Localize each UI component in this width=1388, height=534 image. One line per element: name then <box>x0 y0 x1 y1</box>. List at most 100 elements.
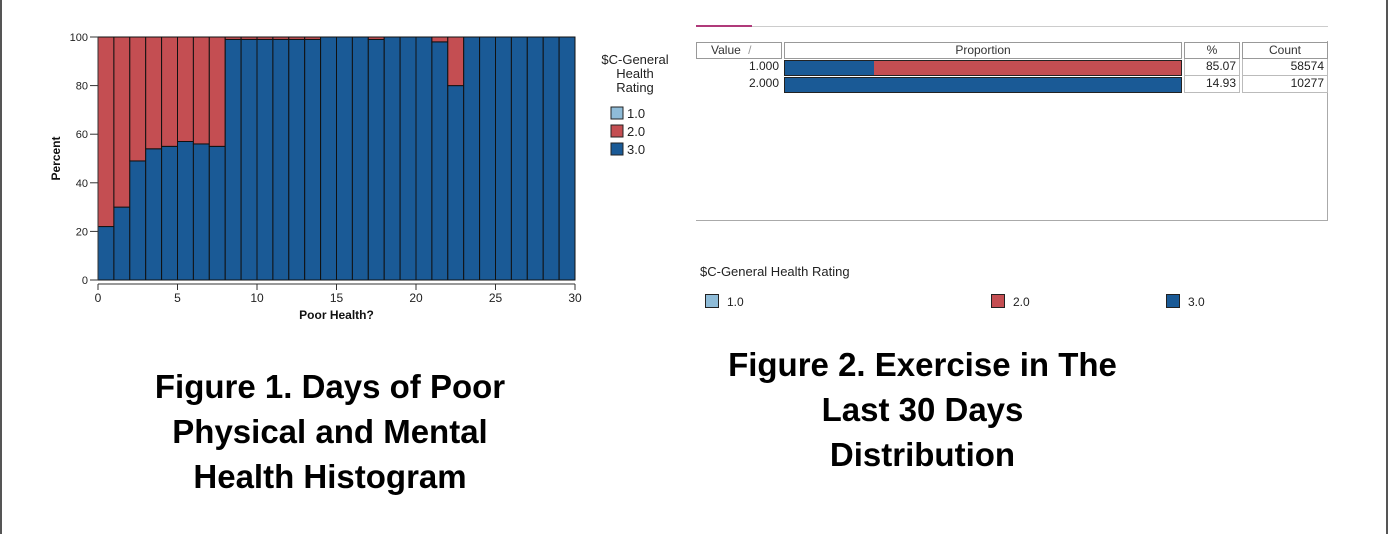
bar-segment <box>526 36 544 281</box>
proportion-bar <box>784 77 1182 93</box>
legend-swatch <box>1166 294 1180 308</box>
column-header-proportion[interactable]: Proportion <box>784 42 1182 59</box>
bar-segment <box>431 36 449 43</box>
bar-segment <box>463 36 481 281</box>
bar-segment <box>224 38 242 281</box>
y-tick-label: 20 <box>76 226 88 238</box>
x-tick-label: 25 <box>489 291 503 305</box>
legend-swatch <box>610 142 624 156</box>
y-tick-label: 60 <box>76 129 88 141</box>
bar-segment <box>320 36 338 281</box>
table-cell-count: 58574 <box>1242 59 1328 76</box>
bar-segment <box>161 36 178 147</box>
bar-segment <box>272 36 290 40</box>
x-tick-label: 0 <box>95 291 102 305</box>
bar-segment <box>336 36 353 281</box>
x-tick-label: 15 <box>330 291 344 305</box>
bar-segment <box>113 36 131 208</box>
histogram-chart: 0 20 40 60 80 100 0 5 10 15 20 25 30 Poor Health? Perc… <box>49 32 669 322</box>
x-tick-label: 30 <box>568 291 582 305</box>
legend-swatch <box>610 124 624 138</box>
table-cell-percent: 14.93 <box>1184 76 1240 93</box>
bar-segment <box>431 41 449 281</box>
column-header-label: Value <box>711 43 741 57</box>
bar-segment <box>304 38 322 281</box>
proportion-segment <box>785 78 1181 92</box>
distribution-table-frame <box>696 41 1328 221</box>
figure2-caption-line: Figure 2. Exercise in The <box>728 346 1117 383</box>
bar-segment <box>224 36 242 40</box>
legend-swatch <box>991 294 1005 308</box>
y-tick-label: 100 <box>70 32 88 44</box>
proportion-segment <box>874 61 1181 75</box>
legend-title-line: Rating <box>616 80 654 95</box>
frame-left-border <box>0 0 2 534</box>
legend-title-line: Health <box>616 66 654 81</box>
bar-segment <box>256 36 274 40</box>
bar-segment <box>177 140 194 281</box>
frame-right-border <box>1386 0 1388 534</box>
y-axis-label: Percent <box>49 136 63 180</box>
proportion-segment <box>785 61 875 75</box>
bar-segment <box>351 36 369 281</box>
legend-title: $C-General Health Rating <box>700 264 850 279</box>
bar-segment <box>192 143 210 281</box>
tab-indicator <box>696 25 752 27</box>
legend-label: 2.0 <box>1013 295 1030 309</box>
column-header-value[interactable]: Value / <box>696 42 782 59</box>
bar-segment <box>240 38 258 281</box>
bar-segment <box>192 36 210 145</box>
bar-segment <box>558 36 576 281</box>
column-header-percent[interactable]: % <box>1184 42 1240 59</box>
bar-segment <box>288 36 306 40</box>
bar-segment <box>495 36 512 281</box>
sort-indicator-icon: / <box>748 43 752 57</box>
bar-segment <box>256 38 274 281</box>
bar-segment <box>129 36 147 162</box>
table-cell-value: 2.000 <box>748 76 779 90</box>
bar-segment <box>542 36 560 281</box>
bar-segment <box>177 36 194 142</box>
figure1-caption-line: Health Histogram <box>193 458 467 495</box>
bar-segment <box>367 36 385 40</box>
bar-segment <box>161 145 178 281</box>
bar-segment <box>129 160 147 281</box>
column-header-count[interactable]: Count <box>1242 42 1328 59</box>
table-cell-percent: 85.07 <box>1184 59 1240 76</box>
bar-segment <box>240 36 258 40</box>
table-cell-value: 1.000 <box>748 59 779 73</box>
legend-title-line: $C-General <box>601 52 668 67</box>
bar-segment <box>415 36 433 281</box>
legend-label: 3.0 <box>1188 295 1205 309</box>
bar-segment <box>272 38 290 281</box>
table-cell-count: 10277 <box>1242 76 1328 93</box>
figure1-caption: Figure 1. Days of Poor Physical and Ment… <box>100 364 560 499</box>
legend-label: 1.0 <box>627 106 645 121</box>
legend-swatch <box>610 106 624 120</box>
bar-segment <box>113 206 131 281</box>
figure2-caption-line: Distribution <box>829 436 1016 473</box>
figure2-caption-line: Last 30 Days <box>821 391 1024 428</box>
bar-segment <box>447 36 465 87</box>
bar-segment <box>208 36 226 147</box>
bar-segment <box>288 38 306 281</box>
bar-segment <box>383 36 401 281</box>
x-tick-label: 5 <box>174 291 181 305</box>
bar-segment <box>304 36 322 40</box>
bar-segment <box>399 36 417 281</box>
figure2-caption: Figure 2. Exercise in The Last 30 Days D… <box>680 342 1165 477</box>
y-tick-label: 80 <box>76 81 88 93</box>
bar-segment <box>479 36 497 281</box>
legend-label: 1.0 <box>727 295 744 309</box>
figure1-caption-line: Physical and Mental <box>172 413 488 450</box>
bar-segment <box>510 36 528 281</box>
x-tick-label: 20 <box>409 291 423 305</box>
proportion-bar <box>784 60 1182 76</box>
figure1-caption-line: Figure 1. Days of Poor <box>154 368 506 405</box>
bar-segment <box>208 145 226 281</box>
bar-segment <box>145 148 163 281</box>
bar-segment <box>97 36 115 228</box>
bar-segment <box>447 85 465 281</box>
x-axis-label: Poor Health? <box>299 308 374 322</box>
x-tick-label: 10 <box>250 291 264 305</box>
